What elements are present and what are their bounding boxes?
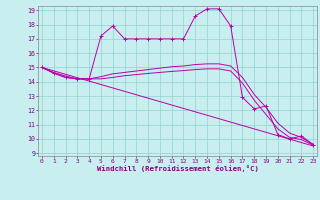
X-axis label: Windchill (Refroidissement éolien,°C): Windchill (Refroidissement éolien,°C) (97, 165, 259, 172)
